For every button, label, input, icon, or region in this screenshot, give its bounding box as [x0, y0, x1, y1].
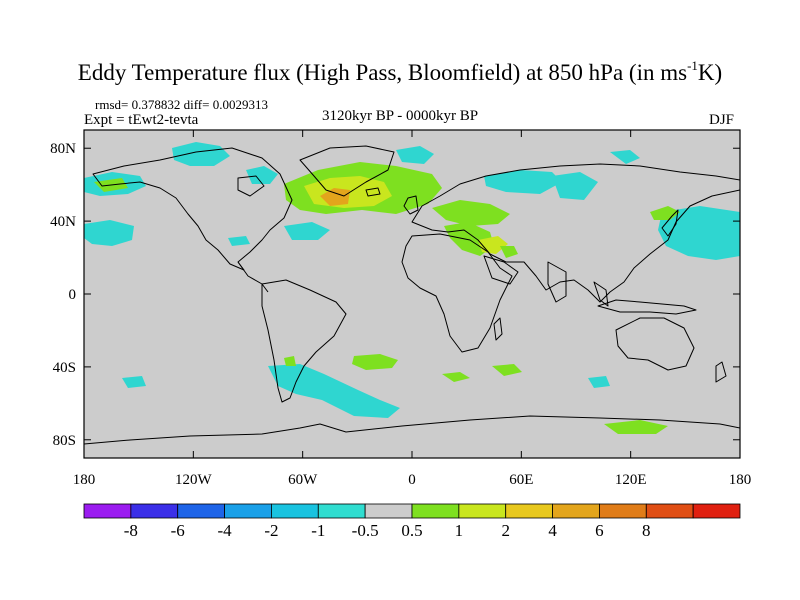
- colorbar-box: [645, 503, 694, 519]
- anomaly-patch-south-atlantic-green: [352, 354, 398, 370]
- anomaly-patch-southern-ocean: [604, 420, 668, 434]
- coastline-africa: [401, 233, 513, 353]
- coastline-uk: [403, 195, 419, 215]
- lon-tick-label: 180: [729, 472, 752, 488]
- lon-tick-label: 0: [408, 472, 416, 488]
- colorbar-label: -6: [171, 521, 185, 540]
- colorbar-box: [224, 503, 272, 519]
- anomaly-patch-chile-green: [284, 356, 296, 366]
- colorbar-box: [458, 503, 507, 519]
- coastline-central-america: [237, 261, 269, 293]
- figure-title: Eddy Temperature flux (High Pass, Bloomf…: [77, 58, 723, 85]
- anomaly-patch-canada-east: [246, 166, 278, 184]
- anomaly-patch-europe-green: [432, 200, 510, 226]
- anomaly-patch-greenland-sea: [396, 146, 434, 164]
- colorbar-box: [505, 503, 553, 519]
- coastline-japan: [661, 209, 679, 237]
- anomaly-patch-north-america: [172, 142, 230, 166]
- colorbar-label: 1: [455, 521, 464, 540]
- coastline-south-america: [261, 279, 347, 403]
- coastline-antarctica: [84, 415, 740, 445]
- colorbar-box: [271, 503, 319, 519]
- colorbar-box: [364, 503, 413, 519]
- anomaly-patch-atlantic-west: [284, 222, 330, 240]
- colorbar-label: 0.5: [401, 521, 422, 540]
- colorbar-label: -1: [311, 521, 325, 540]
- coastline-madagascar: [493, 317, 503, 341]
- anomaly-patch-north-pacific-east: [84, 220, 134, 246]
- anomaly-patch-siberia: [484, 170, 562, 194]
- rmsd-diff-stats: rmsd= 0.378832 diff= 0.0029313: [95, 97, 268, 112]
- colorbar-label: 2: [501, 521, 510, 540]
- colorbar-box: [130, 503, 179, 519]
- colorbar-box: [599, 503, 647, 519]
- coastline-arabia: [483, 255, 519, 285]
- coastline-europe-asia: [411, 163, 740, 303]
- colorbar-box: [177, 503, 225, 519]
- experiment-label: Expt = tEwt2-tevta: [84, 112, 199, 128]
- colorbar-box: [317, 503, 366, 519]
- colorbar-label: 8: [642, 521, 651, 540]
- lat-tick-label: 80S: [53, 433, 76, 449]
- colorbar-box: [692, 503, 741, 519]
- anomaly-patch-north-atlantic-orange: [320, 188, 350, 206]
- lon-tick-label: 120E: [615, 472, 647, 488]
- anomaly-patch-japan-green: [650, 206, 680, 220]
- lon-axis: 180 120W 60W 0 60E 120E 180: [73, 130, 752, 488]
- colorbar-label: -8: [124, 521, 138, 540]
- coastline-australia: [615, 317, 695, 371]
- colorbar-label: -0.5: [352, 521, 379, 540]
- coastline-indonesia: [597, 299, 697, 315]
- coastline-india: [547, 261, 567, 303]
- colorbar-label: -4: [217, 521, 232, 540]
- anomaly-patch-south-indian-west: [442, 372, 470, 382]
- lat-tick-label: 40N: [50, 214, 76, 230]
- colorbar-box: [411, 503, 460, 519]
- anomaly-fill-layer: [84, 142, 740, 434]
- period-label: 3120kyr BP - 0000kyr BP: [322, 108, 479, 124]
- colorbar: -8 -6 -4 -2 -1 -0.5 0.5 1 2 4 6 8: [83, 503, 741, 540]
- anomaly-patch-south-indian: [588, 376, 610, 388]
- coastline-greenland: [299, 145, 395, 197]
- anomaly-patch-siberia-east: [552, 172, 598, 200]
- lat-tick-label: 0: [69, 287, 77, 303]
- anomaly-patch-arctic-east: [610, 150, 640, 164]
- colorbar-label: 4: [548, 521, 557, 540]
- coastline-southeast-asia: [593, 281, 609, 307]
- season-label: DJF: [709, 112, 735, 128]
- anomaly-patch-south-indian-mid: [492, 364, 522, 376]
- lat-tick-label: 80N: [50, 141, 76, 157]
- anomaly-patch-arabia-green: [500, 246, 518, 258]
- colorbar-label: 6: [595, 521, 604, 540]
- colorbar-label: -2: [264, 521, 278, 540]
- lon-tick-label: 60E: [509, 472, 533, 488]
- lat-axis: 80N 40N 0 40S 80S: [50, 141, 740, 449]
- lon-tick-label: 60W: [288, 472, 318, 488]
- lon-tick-label: 120W: [175, 472, 213, 488]
- lat-tick-label: 40S: [53, 360, 76, 376]
- anomaly-patch-south-america: [268, 364, 400, 418]
- lon-tick-label: 180: [73, 472, 96, 488]
- coastline-new-zealand: [715, 361, 727, 383]
- colorbar-box: [83, 503, 132, 519]
- anomaly-patch-mexico: [228, 236, 250, 246]
- colorbar-box: [552, 503, 600, 519]
- coastline-hudson-bay: [237, 175, 265, 197]
- coastline-iceland: [365, 187, 381, 197]
- coastlines: [84, 145, 740, 445]
- anomaly-patch-south-pacific: [122, 376, 146, 388]
